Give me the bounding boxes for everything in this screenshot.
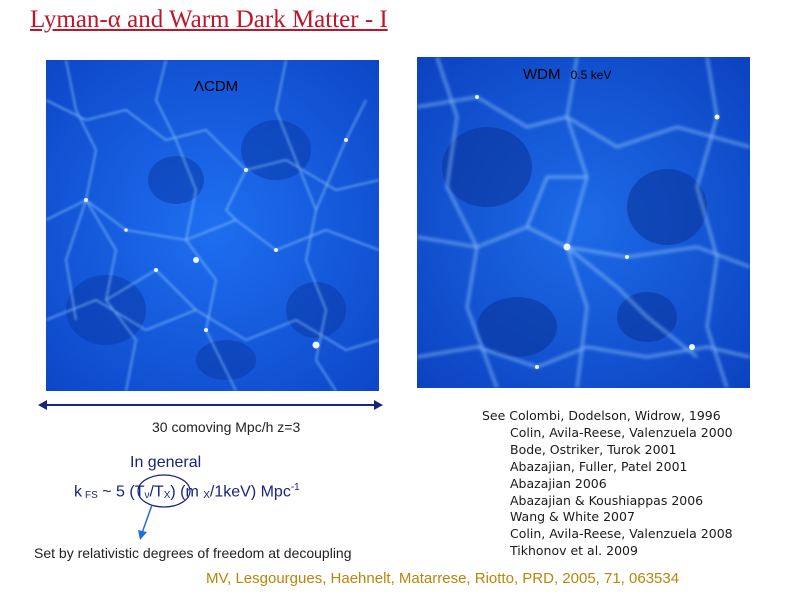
- wdm-label: WDM 0.5 keV: [523, 66, 611, 83]
- reference-item: Bode, Ostriker, Turok 2001: [510, 441, 677, 457]
- formula-x: X: [163, 490, 171, 502]
- formula-m: ) (m: [170, 483, 204, 501]
- in-general-label: In general: [130, 454, 202, 471]
- formula-rest: /1keV) Mpc: [209, 483, 291, 501]
- formula-k: k: [74, 483, 82, 501]
- scale-arrow: [38, 400, 383, 410]
- reference-item: Abazajian & Koushiappas 2006: [510, 492, 704, 508]
- references-list: See Colombi, Dodelson, Widrow, 1996 Coli…: [482, 408, 733, 560]
- annotation-pointer: [137, 474, 191, 540]
- citation-footer: MV, Lesgourgues, Haehnelt, Matarrese, Ri…: [206, 570, 680, 587]
- formula-nu: ν: [144, 490, 150, 502]
- reference-item: Colin, Avila-Reese, Valenzuela 2008: [510, 526, 733, 542]
- lcdm-label: ΛCDM: [194, 78, 239, 95]
- decoupling-annotation: Set by relativistic degrees of freedom a…: [34, 545, 352, 561]
- formula-mx: X: [203, 490, 210, 502]
- reference-item: Wang & White 2007: [510, 509, 635, 525]
- free-streaming-formula: k FS ~ 5 (Tν/TX) (m X/1keV) Mpc-1: [74, 482, 300, 501]
- wdm-label-main: WDM: [523, 66, 561, 83]
- wdm-simulation-image: [417, 57, 750, 388]
- reference-item: Abazajian 2006: [510, 475, 607, 491]
- formula-exponent: -1: [290, 482, 300, 493]
- scale-caption: 30 comoving Mpc/h z=3: [152, 419, 301, 435]
- reference-item: Abazajian, Fuller, Patel 2001: [510, 458, 688, 474]
- formula-approx: ~ 5 (T: [97, 483, 145, 501]
- reference-item: Tikhonov et al. 2009: [510, 543, 638, 559]
- slide-title: Lyman-α and Warm Dark Matter - I: [30, 6, 388, 33]
- wdm-label-mass: 0.5 keV: [570, 68, 612, 82]
- formula-slash: /T: [149, 483, 164, 501]
- reference-item: Colin, Avila-Reese, Valenzuela 2000: [510, 424, 733, 440]
- formula-fs: FS: [85, 490, 98, 502]
- lcdm-simulation-image: ΛCDM: [46, 60, 379, 391]
- reference-item: See Colombi, Dodelson, Widrow, 1996: [482, 408, 721, 423]
